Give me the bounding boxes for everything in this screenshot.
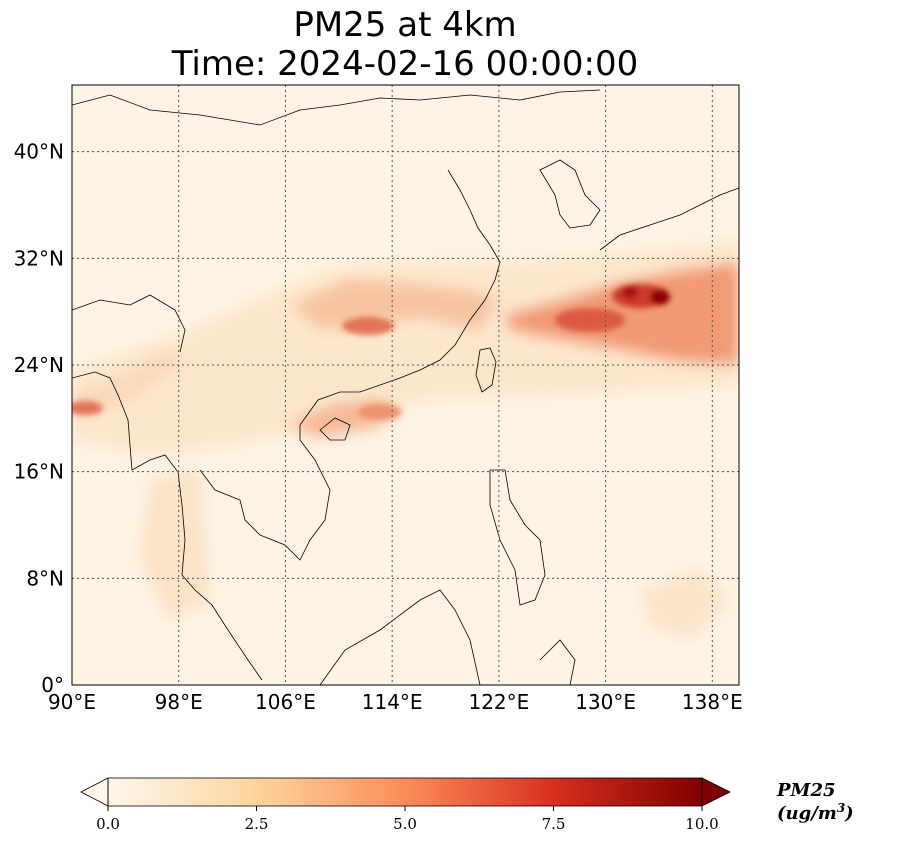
plot-title-line-2: Time: 2024-02-16 00:00:00	[171, 44, 639, 84]
lat-tick-label: 40°N	[14, 140, 64, 164]
core-south-china	[342, 317, 394, 335]
colorbar-tick-label: 10.0	[685, 815, 718, 833]
colorbar-extend-max	[701, 777, 731, 807]
colorbar-tick-label: 7.5	[542, 815, 566, 833]
plume-east	[505, 262, 739, 365]
colorbar-label-main: PM25 (ug/m	[777, 780, 837, 824]
coast-china	[299, 169, 501, 426]
pm25-plume-layer	[72, 240, 739, 640]
map-frame	[71, 84, 740, 686]
coast-indochina	[199, 425, 331, 561]
core-tonkin	[358, 404, 402, 420]
gridlines	[72, 85, 739, 685]
colorbar-label: PM25 (ug/m3)	[777, 780, 913, 824]
lon-tick-label: 138°E	[682, 690, 743, 714]
lon-tick-label: 114°E	[362, 690, 423, 714]
coast-sulawesi	[539, 639, 576, 685]
coast-borneo	[319, 589, 481, 685]
coast-myanmar-malay	[72, 371, 263, 681]
border-himalaya	[72, 294, 186, 353]
colorbar-label-end: )	[845, 803, 854, 824]
lon-tick-label: 130°E	[575, 690, 636, 714]
colorbar-ticks: 0.0 2.5 5.0 7.5 10.0	[96, 806, 719, 833]
plume-south-china	[290, 278, 500, 330]
lat-tick-label: 32°N	[14, 246, 64, 270]
colorbar-gradient	[108, 778, 702, 806]
lon-tick-label: 122°E	[468, 690, 529, 714]
core-east	[555, 308, 625, 332]
core-max-2	[622, 286, 638, 298]
coast-japan	[599, 187, 739, 251]
colorbar-tick-label: 5.0	[393, 815, 417, 833]
coast-philippines	[489, 469, 546, 606]
coast-korea	[539, 159, 601, 229]
pm25-core-layer	[72, 284, 670, 420]
pm25-field	[72, 85, 739, 685]
lon-tick-label: 106°E	[255, 690, 316, 714]
lon-tick-label: 98°E	[155, 690, 203, 714]
colorbar-extend-min	[80, 777, 109, 807]
plume-belt	[72, 240, 739, 455]
colorbar-tick-label: 0.0	[96, 815, 120, 833]
border-mongolia	[72, 89, 601, 126]
colorbar-label-sup: 3	[836, 801, 846, 815]
colorbar: 0.0 2.5 5.0 7.5 10.0	[80, 777, 731, 833]
coast-hainan	[319, 417, 351, 441]
core-west	[72, 401, 103, 415]
plot-title-line-1: PM25 at 4km	[293, 5, 517, 45]
plume-southeast	[640, 570, 730, 640]
lat-tick-label: 16°N	[14, 460, 64, 484]
coastlines	[72, 89, 739, 685]
core-max	[650, 289, 670, 305]
axis-ticks: 90°E 98°E 106°E 114°E 122°E 130°E 138°E 0° 8°N 16…	[14, 140, 743, 714]
colorbar-tick-label: 2.5	[245, 815, 269, 833]
plume-indochina	[140, 470, 210, 620]
coast-taiwan	[475, 347, 497, 393]
lon-tick-label: 90°E	[48, 690, 96, 714]
lat-tick-label: 24°N	[14, 353, 64, 377]
lat-tick-label: 8°N	[26, 566, 64, 590]
lat-tick-label: 0°	[41, 673, 64, 697]
